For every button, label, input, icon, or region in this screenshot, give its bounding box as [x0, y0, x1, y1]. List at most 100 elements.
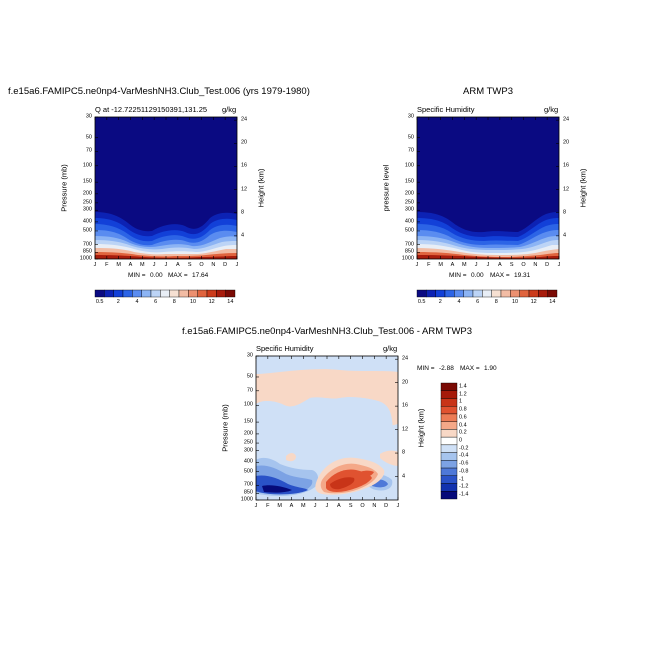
month-tick-label: J — [396, 503, 400, 509]
colorbar-box — [197, 289, 208, 298]
height-tick-label: 4 — [241, 232, 245, 239]
axis-ticks — [94, 116, 560, 501]
colorbar-box — [440, 429, 458, 438]
panel3-min-value: -2.88 — [439, 365, 454, 372]
panel1-max-value: 17.64 — [192, 272, 209, 279]
height-tick-label: 4 — [563, 232, 567, 239]
month-tick-label: O — [199, 262, 204, 268]
colorbar-box — [454, 289, 464, 298]
colorbar-label: 6 — [154, 299, 158, 305]
panel1-min-label: MIN = — [128, 272, 146, 279]
height-tick-label: 20 — [402, 378, 409, 385]
month-tick-label: N — [211, 262, 216, 268]
colorbar-label: 1 — [459, 398, 463, 405]
height-tick-label: 24 — [563, 116, 570, 123]
colorbar-label: 14 — [227, 299, 234, 305]
pressure-tick-label: 500 — [243, 467, 253, 474]
colorbar-label: 0.5 — [95, 299, 104, 305]
panel3-max-label: MAX = — [460, 365, 480, 372]
month-tick-label: N — [533, 262, 538, 268]
pressure-tick-label: 100 — [82, 162, 92, 168]
colorbar-box — [141, 289, 152, 298]
pressure-tick-label: 500 — [82, 227, 92, 234]
contour-level — [256, 356, 398, 452]
height-tick-label: 12 — [241, 185, 248, 192]
pressure-tick-label: 30 — [246, 352, 253, 359]
colorbar-box — [150, 289, 161, 298]
colorbar-label: 0 — [459, 437, 463, 444]
colorbar-label: 8 — [494, 299, 498, 305]
month-tick-label: M — [277, 503, 282, 509]
pressure-tick-label: 700 — [404, 240, 414, 247]
height-tick-label: 4 — [402, 472, 406, 479]
colorbar-label: 0.2 — [459, 429, 467, 436]
month-tick-label: J — [325, 503, 329, 509]
pressure-tick-label: 70 — [85, 147, 92, 154]
contour-level — [256, 356, 398, 374]
colorbar-obs — [416, 289, 558, 298]
pressure-tick-label: 850 — [243, 489, 253, 496]
colorbar-box — [188, 289, 198, 298]
colorbar-label: 0.4 — [459, 421, 467, 428]
month-tick-label: O — [360, 503, 365, 509]
colorbar-label: -0.6 — [459, 460, 469, 467]
pressure-tick-label: 150 — [243, 418, 253, 425]
height-tick-label: 12 — [402, 425, 409, 432]
panel-obs-contours — [417, 117, 559, 259]
colorbar-label: 14 — [549, 299, 556, 305]
colorbar-label: 10 — [511, 299, 519, 305]
month-tick-label: D — [545, 262, 550, 268]
pressure-tick-label: 200 — [404, 190, 414, 197]
pressure-tick-label: 850 — [82, 248, 92, 255]
panel1-left-label: Q at -12.72251129150391,131.25 — [95, 105, 208, 114]
colorbar-label: 0.8 — [459, 406, 467, 413]
pressure-tick-label: 300 — [82, 206, 92, 213]
pressure-tick-label: 100 — [404, 162, 414, 168]
colorbar-box — [472, 289, 483, 298]
colorbar-label: 0.6 — [459, 414, 467, 421]
colorbar-box — [440, 491, 458, 500]
colorbar-box — [538, 289, 548, 298]
pressure-tick-label: 400 — [243, 458, 253, 465]
pressure-tick-label: 250 — [404, 199, 414, 206]
month-tick-label: A — [336, 503, 341, 509]
panel2-ylabel-right: Height (km) — [578, 168, 588, 208]
colorbar-label: 2 — [116, 299, 120, 305]
panel2-min-value: 0.00 — [471, 272, 484, 279]
colorbar-box — [440, 398, 458, 407]
panel3-ylabel: Pressure (mb) — [220, 404, 230, 452]
pressure-tick-label: 300 — [404, 206, 414, 213]
colorbar-box — [160, 289, 170, 298]
colorbar-label: -0.2 — [459, 444, 469, 451]
colorbar-box — [440, 421, 458, 430]
pressure-tick-label: 500 — [404, 227, 414, 234]
month-tick-label: S — [509, 262, 514, 268]
contour-level — [286, 453, 296, 462]
pressure-tick-label: 700 — [82, 240, 92, 247]
colorbar-label: 2 — [438, 299, 442, 305]
height-tick-label: 8 — [402, 449, 406, 456]
colorbar-box — [440, 436, 458, 446]
panel3-max-value: 1.90 — [484, 365, 497, 372]
colorbar-box — [547, 289, 558, 298]
panel1-title: f.e15a6.FAMIPC5.ne0np4-VarMeshNH3.Club_T… — [8, 86, 310, 97]
panel1-max-label: MAX = — [168, 272, 188, 279]
panel1-min-value: 0.00 — [150, 272, 163, 279]
colorbar-label: 4 — [135, 299, 139, 305]
pressure-tick-label: 200 — [82, 190, 92, 197]
height-tick-label: 8 — [241, 208, 245, 215]
panel-diff-contours — [256, 356, 398, 500]
month-tick-label: A — [450, 262, 455, 268]
colorbar-label: 1.4 — [459, 383, 467, 390]
colorbar-box — [169, 289, 180, 298]
colorbar-box — [426, 289, 436, 298]
month-tick-label: M — [116, 262, 121, 268]
contour-level — [262, 485, 292, 493]
month-tick-label: F — [266, 503, 270, 509]
month-tick-label: J — [415, 262, 419, 268]
colorbar-label: 10 — [189, 299, 197, 305]
month-tick-label: J — [93, 262, 97, 268]
month-tick-label: M — [438, 262, 443, 268]
pressure-tick-label: 300 — [243, 446, 253, 453]
colorbar-box — [440, 444, 458, 453]
